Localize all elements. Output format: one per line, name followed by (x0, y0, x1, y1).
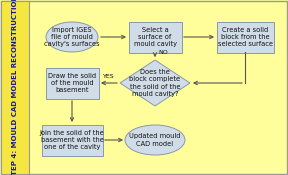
Text: Import IGES
file of mould
cavity's surfaces: Import IGES file of mould cavity's surfa… (44, 27, 100, 47)
Text: Create a solid
block from the
selected surface: Create a solid block from the selected s… (217, 27, 272, 47)
Text: Select a
surface of
mould cavity: Select a surface of mould cavity (134, 27, 177, 47)
Text: Updated mould
CAD model: Updated mould CAD model (129, 133, 181, 147)
Ellipse shape (46, 22, 98, 52)
Polygon shape (120, 60, 190, 106)
Text: Draw the solid
of the mould
basement: Draw the solid of the mould basement (48, 73, 96, 93)
FancyBboxPatch shape (41, 124, 103, 156)
FancyBboxPatch shape (217, 22, 274, 52)
Ellipse shape (125, 125, 185, 155)
Text: Does the
block complete
the solid of the
mould cavity?: Does the block complete the solid of the… (129, 69, 181, 97)
Text: NO: NO (158, 50, 168, 54)
FancyBboxPatch shape (46, 68, 98, 99)
Text: Join the solid of the
basement with the
one of the cavity: Join the solid of the basement with the … (40, 130, 104, 150)
Text: YES: YES (103, 74, 115, 79)
FancyBboxPatch shape (128, 22, 181, 52)
FancyBboxPatch shape (1, 1, 29, 174)
Text: STEP 4: MOULD CAD MODEL RECONSTRUCTION: STEP 4: MOULD CAD MODEL RECONSTRUCTION (12, 0, 18, 175)
